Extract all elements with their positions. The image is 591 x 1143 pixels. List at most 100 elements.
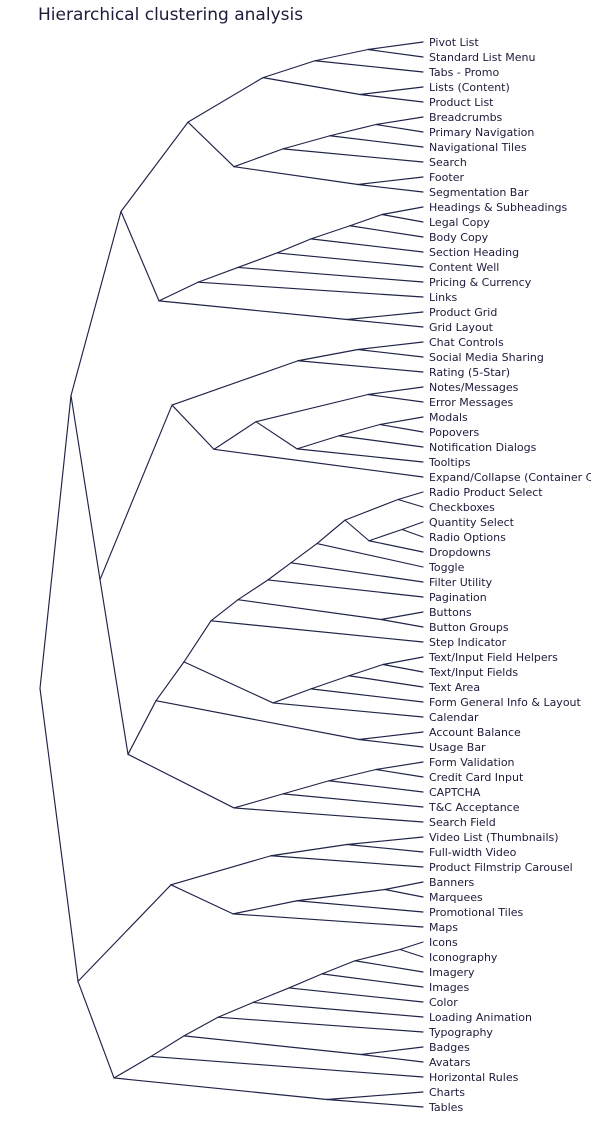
leaf-label: Popovers	[429, 426, 479, 439]
leaf-label: Pricing & Currency	[429, 276, 532, 289]
dendrogram-link	[385, 882, 423, 890]
leaf-label: Content Well	[429, 261, 499, 274]
leaf-label: Breadcrumbs	[429, 111, 503, 124]
leaf-label: Full-width Video	[429, 846, 517, 859]
dendrogram-link	[184, 662, 273, 703]
dendrogram-link	[78, 981, 114, 1078]
dendrogram-link	[40, 396, 71, 689]
dendrogram-link	[329, 770, 376, 781]
leaf-label: Pagination	[429, 591, 487, 604]
dendrogram-link	[376, 117, 423, 125]
dendrogram-link	[78, 885, 171, 982]
leaf-label: T&C Acceptance	[428, 801, 520, 814]
dendrogram-link	[327, 1092, 423, 1100]
dendrogram-link	[156, 701, 359, 740]
dendrogram-link	[361, 1055, 423, 1063]
dendrogram-link	[234, 794, 283, 808]
leaf-label: Section Heading	[429, 246, 519, 259]
dendrogram-link	[114, 1078, 327, 1100]
dendrogram-link	[172, 361, 298, 405]
dendrogram-link	[359, 740, 423, 748]
dendrogram-link	[238, 267, 423, 282]
leaf-label: Grid Layout	[429, 321, 494, 334]
leaf-label: Typography	[428, 1026, 493, 1039]
dendrogram-link	[380, 417, 423, 425]
dendrogram-link	[291, 544, 317, 563]
dendrogram-link	[369, 541, 423, 552]
dendrogram-link	[198, 282, 423, 297]
dendrogram-link	[172, 405, 214, 449]
dendrogram-link	[376, 762, 423, 770]
leaf-label: Form Validation	[429, 756, 515, 769]
leaf-label: Button Groups	[429, 621, 509, 634]
dendrogram-link	[350, 226, 423, 237]
dendrogram-link	[329, 781, 423, 792]
leaf-label: Account Balance	[429, 726, 521, 739]
dendrogram-link	[271, 845, 347, 856]
dendrogram-link	[283, 781, 329, 794]
dendrogram-link	[358, 350, 423, 358]
dendrogram-link	[188, 78, 263, 123]
dendrogram-link	[71, 212, 121, 396]
leaf-label: Maps	[429, 921, 458, 934]
dendrogram-link	[121, 122, 188, 211]
dendrogram-link	[347, 320, 423, 328]
leaf-label: Lists (Content)	[429, 81, 510, 94]
leaf-label: Product Filmstrip Carousel	[429, 861, 573, 874]
dendrogram-link	[234, 808, 423, 822]
dendrogram-link	[198, 267, 238, 282]
dendrogram-link	[368, 50, 423, 58]
dendrogram-link	[71, 396, 100, 580]
leaf-label: Video List (Thumbnails)	[429, 831, 559, 844]
dendrogram-link	[277, 253, 423, 267]
leaf-label: Toggle	[428, 561, 465, 574]
leaf-label: Imagery	[429, 966, 475, 979]
leaf-label: Tooltips	[428, 456, 471, 469]
leaf-label: Icons	[429, 936, 458, 949]
leaf-label: Marquees	[429, 891, 483, 904]
leaf-label: Filter Utility	[429, 576, 493, 589]
leaf-label: Headings & Subheadings	[429, 201, 567, 214]
leaf-label: Radio Product Select	[429, 486, 543, 499]
leaf-label: Rating (5-Star)	[429, 366, 510, 379]
dendrogram-link	[382, 207, 423, 215]
dendrogram-link	[380, 425, 423, 433]
dendrogram-link	[317, 520, 345, 543]
leaf-label: Buttons	[429, 606, 472, 619]
dendrogram-link	[256, 395, 368, 422]
leaf-label: Standard List Menu	[429, 51, 535, 64]
dendrogram-link	[159, 282, 198, 301]
dendrogram-link	[268, 580, 423, 597]
dendrogram-link	[376, 770, 423, 778]
dendrogram-link	[347, 312, 423, 320]
dendrogram-link	[327, 1100, 423, 1108]
dendrogram-link	[297, 890, 385, 901]
leaf-label: Images	[429, 981, 469, 994]
leaf-label: Radio Options	[429, 531, 506, 544]
dendrogram-link	[238, 600, 381, 620]
leaf-label: Notification Dialogs	[429, 441, 537, 454]
dendrogram-link	[330, 136, 423, 147]
dendrogram-link	[263, 61, 315, 78]
dendrogram-link	[271, 856, 423, 867]
leaf-label: Tabs - Promo	[428, 66, 499, 79]
leaf-label: Search Field	[429, 816, 496, 829]
leaf-label: Dropdowns	[429, 546, 491, 559]
dendrogram-link	[322, 961, 355, 974]
dendrogram-link	[355, 961, 423, 972]
dendrogram-link	[350, 215, 382, 226]
dendrogram-link	[253, 988, 289, 1003]
leaf-label: Notes/Messages	[429, 381, 519, 394]
dendrogram-link	[277, 239, 311, 253]
dendrogram-link	[315, 61, 423, 72]
dendrogram-link	[311, 676, 349, 689]
dendrogram-link	[40, 688, 78, 981]
leaf-label: Modals	[429, 411, 468, 424]
leaf-label: Iconography	[429, 951, 498, 964]
dendrogram-link	[355, 950, 400, 961]
dendrogram-link	[289, 988, 423, 1002]
dendrogram-link	[291, 563, 423, 582]
dendrogram-link	[311, 226, 350, 239]
dendrogram-link	[322, 974, 423, 987]
dendrogram-link	[268, 563, 291, 580]
